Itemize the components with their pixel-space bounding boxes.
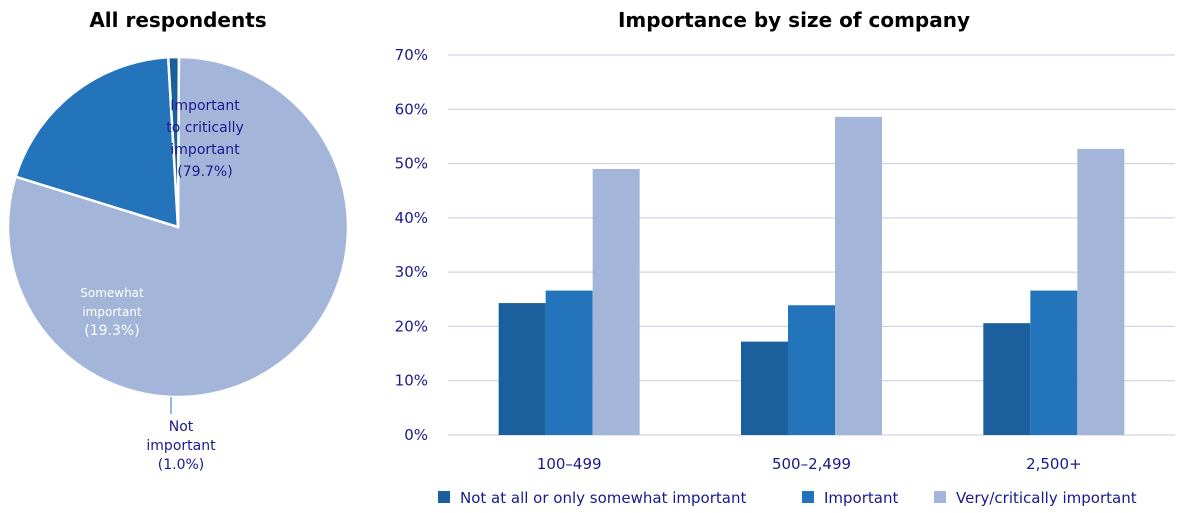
legend-label-1: Important bbox=[824, 489, 898, 507]
pie-slice-label-0: Important bbox=[170, 98, 240, 114]
legend-label-2: Very/critically important bbox=[956, 489, 1137, 507]
bar-2-0 bbox=[983, 323, 1031, 435]
pie-chart-title: All respondents bbox=[89, 8, 266, 32]
legend-swatch-1 bbox=[802, 491, 814, 503]
pie-slice-label-0: important bbox=[170, 142, 240, 158]
bar-1-2 bbox=[835, 116, 882, 435]
pie-slice-label-1: important bbox=[82, 305, 142, 319]
bar-0-2 bbox=[592, 169, 640, 435]
y-tick-label: 30% bbox=[395, 263, 428, 281]
y-tick-label: 40% bbox=[395, 209, 428, 227]
pie-slice-value-1: (19.3%) bbox=[84, 323, 139, 339]
y-tick-label: 10% bbox=[395, 372, 428, 390]
bar-2-1 bbox=[1030, 290, 1078, 435]
y-tick-label: 20% bbox=[395, 317, 428, 335]
pie-slice-label-0: to critically bbox=[166, 120, 244, 136]
bar-0-1 bbox=[545, 290, 593, 435]
bar-0-0 bbox=[498, 303, 546, 435]
pie-slice-2 bbox=[166, 55, 181, 228]
y-tick-label: 70% bbox=[395, 46, 428, 64]
bar-1-0 bbox=[741, 341, 788, 435]
x-category-label: 100–499 bbox=[537, 455, 602, 473]
pie-slice-value-0: (79.7%) bbox=[177, 164, 232, 180]
y-tick-label: 0% bbox=[404, 426, 428, 444]
x-category-label: 500–2,499 bbox=[772, 455, 851, 473]
bar-chart: Importance by size of company 0% 10% 20% 30… bbox=[395, 8, 1175, 507]
y-tick-label: 50% bbox=[395, 155, 428, 173]
legend-swatch-0 bbox=[438, 491, 450, 503]
bar-chart-title: Importance by size of company bbox=[618, 8, 970, 32]
legend-swatch-2 bbox=[934, 491, 946, 503]
pie-chart: All respondents Important to critically im… bbox=[6, 8, 350, 473]
y-tick-label: 60% bbox=[395, 100, 428, 118]
x-category-label: 2,500+ bbox=[1026, 455, 1082, 473]
pie-slice-1 bbox=[14, 55, 180, 229]
pie-slice-0 bbox=[6, 55, 350, 399]
pie-slice-label-1: Somewhat bbox=[80, 286, 144, 300]
pie-slice-label-2: Not bbox=[169, 419, 194, 435]
bar-2-2 bbox=[1077, 148, 1125, 435]
pie-slice-value-2: (1.0%) bbox=[158, 457, 205, 473]
bar-1-1 bbox=[788, 305, 835, 435]
legend-label-0: Not at all or only somewhat important bbox=[460, 489, 746, 507]
pie-slice-label-2: important bbox=[146, 438, 216, 454]
